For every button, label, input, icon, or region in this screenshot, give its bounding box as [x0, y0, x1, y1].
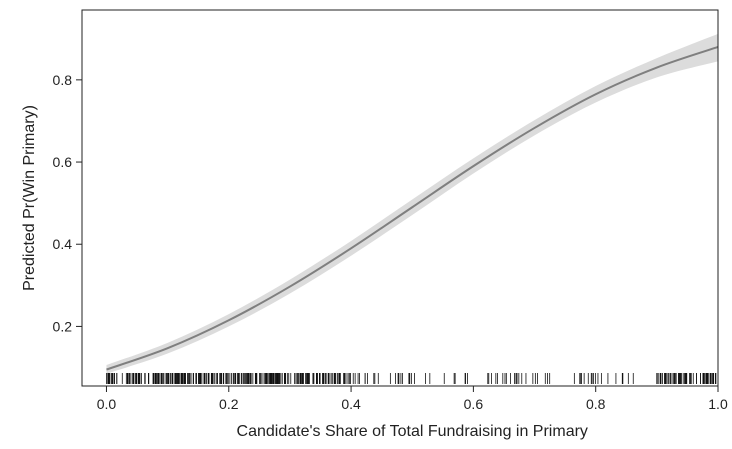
- y-axis: 0.2 0.4 0.6 0.8: [53, 72, 82, 334]
- y-axis-title: Predicted Pr(Win Primary): [21, 105, 38, 291]
- x-axis-title: Candidate's Share of Total Fundraising i…: [237, 423, 588, 440]
- confidence-band-layer: [106, 33, 718, 374]
- prediction-line: [106, 46, 719, 371]
- x-tick-label: 0.2: [219, 396, 239, 412]
- y-tick-label: 0.4: [53, 236, 73, 252]
- prediction-line-layer: [106, 46, 719, 371]
- x-tick-label: 0.8: [586, 396, 606, 412]
- plot-frame: [81, 9, 719, 387]
- x-axis: 0.0 0.2 0.4 0.6 0.8 1.0: [97, 386, 728, 412]
- x-tick-label: 1.0: [708, 396, 728, 412]
- rug-layer: [106, 373, 719, 384]
- y-tick-label: 0.2: [53, 318, 73, 334]
- y-tick-label: 0.6: [53, 154, 73, 170]
- y-tick-label: 0.8: [53, 72, 73, 88]
- x-tick-label: 0.6: [464, 396, 484, 412]
- x-tick-label: 0.4: [341, 396, 361, 412]
- confidence-band: [106, 33, 718, 374]
- x-tick-label: 0.0: [97, 396, 117, 412]
